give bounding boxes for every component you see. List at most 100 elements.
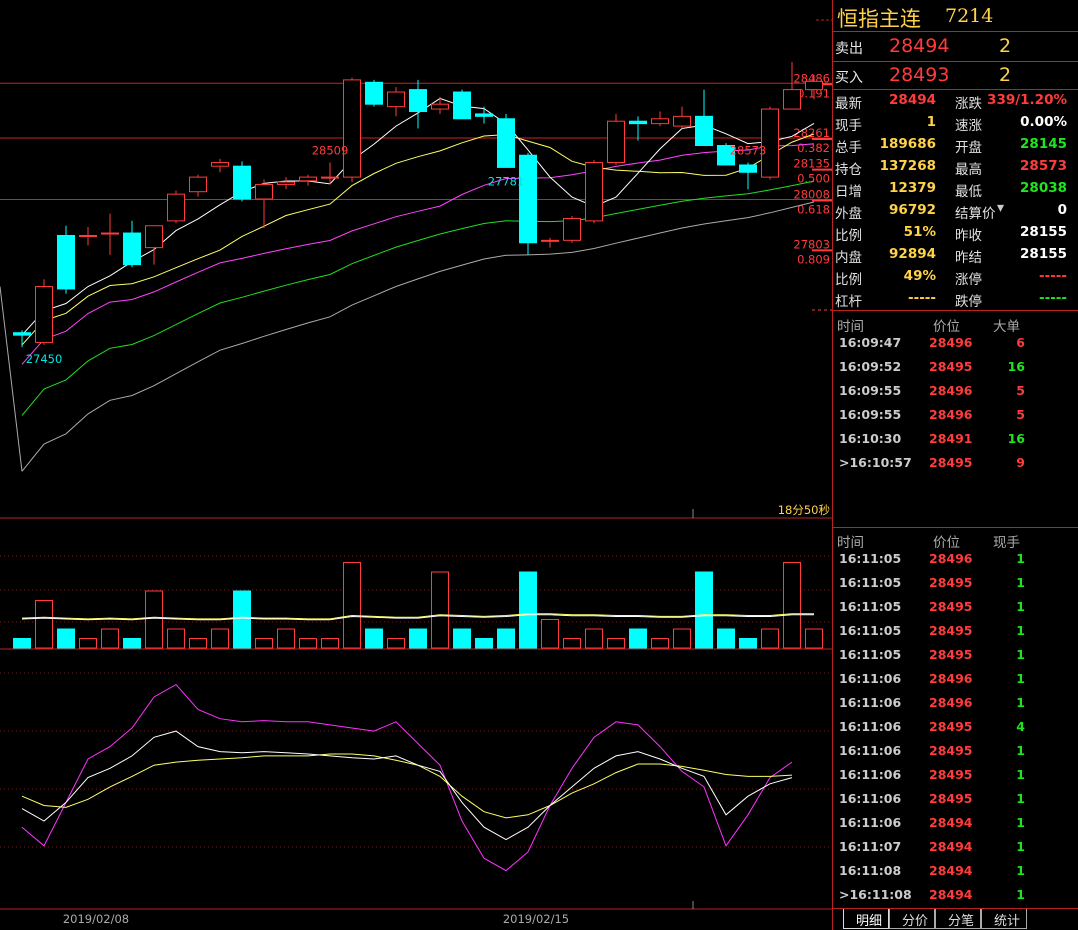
candlestick-chart[interactable]: 284860.191282610.382281350.500280080.618…	[0, 0, 832, 930]
tab-detail[interactable]: 明细	[843, 909, 890, 929]
divider	[833, 89, 1078, 90]
trade-qty: 1	[1016, 551, 1025, 566]
fib-ratio-label: 0.618	[797, 202, 830, 216]
quote-label: 日增	[835, 184, 862, 200]
price-annotation: 27450	[26, 352, 63, 366]
trade-qty: 5	[1016, 383, 1025, 398]
volume-bar	[519, 571, 537, 649]
trade-price: 28495	[929, 743, 973, 758]
volume-bar	[13, 638, 31, 649]
volume-bar	[343, 562, 361, 649]
quote-label: 持仓	[835, 162, 862, 178]
table-row[interactable]: >16:10:57 28495 9	[833, 452, 1078, 476]
quote-value: 28155	[1020, 224, 1067, 240]
chart-area[interactable]: 284860.191282610.382281350.500280080.618…	[0, 0, 832, 930]
table-row[interactable]: 16:11:06 28495 1	[833, 788, 1078, 812]
table-row[interactable]: 16:11:07 28494 1	[833, 836, 1078, 860]
trade-price: 28491	[929, 431, 973, 446]
trade-time: 16:11:07	[839, 839, 902, 854]
quote-label: 昨结	[955, 250, 982, 266]
sell-row[interactable]: 卖出 28494 2	[833, 32, 1078, 61]
table-row[interactable]: 16:11:06 28495 1	[833, 740, 1078, 764]
divider	[833, 527, 1078, 528]
tab-stats[interactable]: 统计	[981, 909, 1028, 929]
trade-time: 16:11:05	[839, 599, 902, 614]
up-candle	[805, 80, 823, 91]
buy-row[interactable]: 买入 28493 2	[833, 61, 1078, 90]
trade-time: 16:11:06	[839, 695, 902, 710]
quote-label: 总手	[835, 140, 862, 156]
column-header: 价位	[933, 535, 960, 551]
table-row[interactable]: 16:09:55 28496 5	[833, 380, 1078, 404]
up-candle	[211, 162, 229, 167]
up-candle	[321, 176, 339, 179]
volume-bar	[563, 638, 581, 649]
volume-bar	[365, 628, 383, 649]
quote-row: 外盘 96792 结算价 ▾ 0	[833, 200, 1078, 222]
table-row[interactable]: 16:11:06 28495 1	[833, 764, 1078, 788]
trade-price: 28494	[929, 815, 973, 830]
down-candle	[233, 165, 251, 200]
quote-label: 外盘	[835, 206, 862, 222]
table-row[interactable]: 16:09:55 28496 5	[833, 404, 1078, 428]
dropdown-icon[interactable]: ▾	[997, 200, 1005, 216]
volume-bar	[189, 638, 207, 649]
quote-row: 持仓 137268 最高 28573	[833, 156, 1078, 178]
quote-value: -----	[1038, 268, 1067, 284]
trade-price: 28495	[929, 599, 973, 614]
table-row[interactable]: 16:11:05 28495 1	[833, 572, 1078, 596]
quote-value: 28155	[1020, 246, 1067, 262]
instrument-code: 7214	[945, 5, 994, 27]
up-candle	[167, 193, 185, 222]
table-row[interactable]: 16:11:08 28494 1	[833, 860, 1078, 884]
tab-tick[interactable]: 分笔	[935, 909, 982, 929]
quote-label: 比例	[835, 228, 862, 244]
table-row[interactable]: 16:11:06 28495 4	[833, 716, 1078, 740]
quote-row: 比例 49% 涨停 -----	[833, 266, 1078, 288]
trade-qty: 1	[1016, 815, 1025, 830]
table-row[interactable]: 16:11:06 28494 1	[833, 812, 1078, 836]
trade-price: 28496	[929, 551, 973, 566]
table-row[interactable]: 16:09:52 28495 16	[833, 356, 1078, 380]
up-candle	[651, 118, 669, 125]
table-row[interactable]: 16:11:05 28495 1	[833, 644, 1078, 668]
fib-price-label: 28261	[793, 126, 830, 140]
up-candle	[277, 181, 295, 185]
table-row[interactable]: 16:09:47 28496 6	[833, 332, 1078, 356]
trade-qty: 1	[1016, 767, 1025, 782]
trade-qty: 16	[1007, 359, 1025, 374]
down-candle	[695, 115, 713, 147]
up-candle	[585, 162, 603, 222]
trade-price: 28495	[929, 359, 973, 374]
quote-value: -----	[1038, 290, 1067, 306]
volume-bar	[123, 638, 141, 649]
tab-price[interactable]: 分价	[889, 909, 936, 929]
fib-price-label: 28008	[793, 187, 830, 201]
table-row[interactable]: >16:11:08 28494 1	[833, 884, 1078, 908]
trade-time: 16:11:05	[839, 623, 902, 638]
detail-tabs: 明细 分价 分笔 统计	[843, 909, 1078, 930]
quote-row: 总手 189686 开盘 28145	[833, 134, 1078, 156]
table-row[interactable]: 16:11:05 28496 1	[833, 548, 1078, 572]
trade-time: 16:11:05	[839, 551, 902, 566]
up-candle	[563, 217, 581, 241]
sell-qty: 2	[999, 35, 1012, 57]
trade-time: 16:11:08	[839, 863, 902, 878]
trade-qty: 16	[1007, 431, 1025, 446]
trade-qty: 5	[1016, 407, 1025, 422]
volume-ma-line	[21, 614, 814, 621]
volume-bar	[695, 571, 713, 649]
volume-bar	[79, 638, 97, 649]
down-candle	[409, 89, 427, 112]
volume-bar	[783, 562, 801, 649]
table-row[interactable]: 16:11:05 28495 1	[833, 596, 1078, 620]
table-row[interactable]: 16:10:30 28491 16	[833, 428, 1078, 452]
trade-time: 16:10:30	[839, 431, 902, 446]
trade-time: >16:10:57	[839, 455, 912, 470]
table-row[interactable]: 16:11:05 28495 1	[833, 620, 1078, 644]
table-row[interactable]: 16:11:06 28496 1	[833, 692, 1078, 716]
up-candle	[343, 79, 361, 178]
table-row[interactable]: 16:11:06 28496 1	[833, 668, 1078, 692]
volume-bar	[101, 628, 119, 649]
quote-panel: 恒指主连 7214 卖出 28494 2 买入 28493 2 最新 28494 涨…	[832, 0, 1078, 930]
